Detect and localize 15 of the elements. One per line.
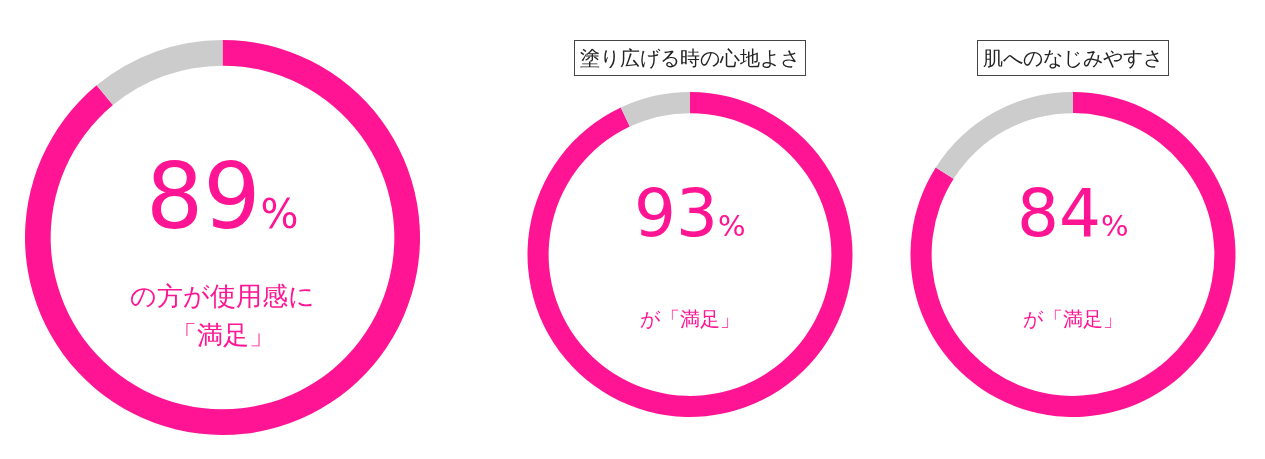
- donut-slice: [527, 92, 853, 417]
- text: が「満足」: [1023, 307, 1123, 331]
- text: の方が使用感に: [130, 281, 315, 311]
- donut-slice: [96, 40, 223, 106]
- donut-slice: [935, 92, 1073, 179]
- data-label: 89%: [146, 144, 299, 249]
- donut-slice: [25, 40, 420, 435]
- chart-title: 肌へのなじみやすさ: [983, 46, 1163, 70]
- donut-slice: [910, 92, 1236, 417]
- data-label: 84%: [1017, 175, 1129, 252]
- data-label: 93%: [634, 175, 746, 252]
- text: 「満足」: [171, 320, 275, 350]
- donut-slice: [620, 92, 690, 127]
- text: が「満足」: [640, 307, 740, 331]
- chart-title: 塗り広げる時の心地よさ: [580, 46, 800, 70]
